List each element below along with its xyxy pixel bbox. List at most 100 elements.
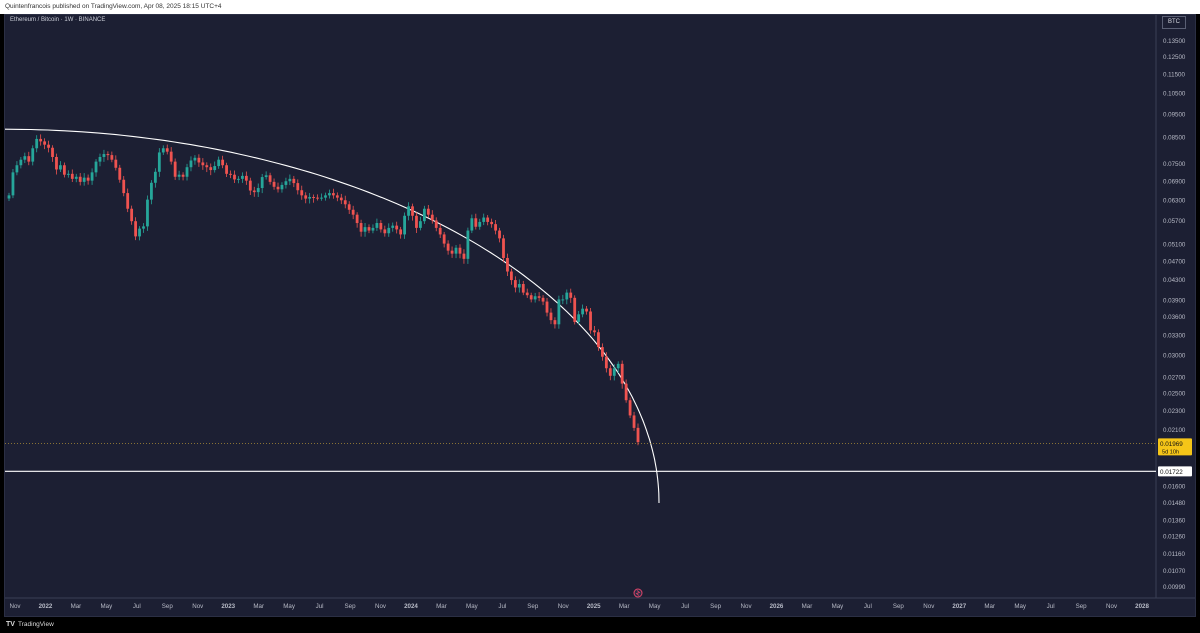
footer-bar: TV TradingView — [0, 617, 1200, 633]
candle-body — [181, 174, 185, 177]
candle-body — [62, 165, 66, 175]
candle-body — [209, 167, 213, 171]
candle-body — [284, 181, 288, 185]
candle-body — [569, 292, 573, 298]
support-price-label-bg — [1158, 466, 1192, 477]
y-tick-label: 0.05100 — [1163, 241, 1186, 248]
x-tick-label: Mar — [71, 603, 82, 610]
y-tick-label: 0.01360 — [1163, 518, 1186, 525]
x-tick-label: May — [101, 603, 114, 610]
symbol-legend[interactable]: Ethereum / Bitcoin · 1W · BINANCE — [10, 17, 106, 23]
current-price-label-bg — [1158, 438, 1192, 456]
candle-body — [335, 195, 339, 198]
y-tick-label: 0.09500 — [1163, 111, 1186, 118]
candle-body — [134, 221, 137, 237]
candle-body — [233, 174, 236, 180]
candle-body — [237, 178, 240, 180]
candle-body — [110, 155, 114, 160]
candle-body — [363, 227, 367, 232]
candle-body — [189, 160, 193, 168]
x-tick-label: Sep — [527, 603, 539, 610]
candle-body — [201, 162, 205, 166]
candle-body — [450, 250, 454, 254]
candle-body — [517, 284, 521, 288]
chart-frame[interactable] — [4, 14, 1196, 617]
candle-body — [142, 226, 145, 229]
candle-body — [502, 238, 505, 258]
candle-body — [470, 218, 474, 231]
candle-body — [593, 330, 596, 333]
candle-body — [74, 176, 78, 179]
candle-body — [403, 215, 406, 235]
candle-body — [585, 308, 588, 312]
publish-info: Quintenfrancois published on TradingView… — [0, 0, 1200, 14]
x-tick-label: Jul — [864, 603, 872, 610]
x-tick-label: May — [832, 603, 845, 610]
candle-body — [347, 204, 351, 210]
y-tick-label: 0.01600 — [1163, 484, 1186, 491]
candle-body — [130, 208, 134, 222]
candle-body — [612, 368, 616, 376]
candle-body — [498, 230, 501, 239]
y-tick-label: 0.10500 — [1163, 91, 1186, 98]
candle-body — [126, 193, 130, 209]
candle-body — [328, 193, 331, 196]
y-tick-label: 0.05700 — [1163, 218, 1186, 225]
x-tick-label: 2024 — [404, 603, 418, 610]
y-tick-label: 0.03300 — [1163, 332, 1186, 339]
candle-body — [474, 218, 478, 227]
candle-body — [229, 173, 232, 175]
candle-body — [264, 175, 268, 178]
candle-body — [486, 217, 490, 222]
candle-body — [411, 206, 414, 216]
candle-body — [31, 148, 35, 162]
candle-body — [122, 179, 126, 194]
tradingview-brand[interactable]: TradingView — [18, 621, 54, 628]
x-tick-label: Mar — [436, 603, 447, 610]
bar-countdown: 5d 10h — [1162, 449, 1179, 455]
candle-body — [525, 292, 529, 296]
candle-body — [260, 177, 264, 189]
candle-body — [549, 312, 553, 321]
candle-body — [636, 427, 640, 443]
candle-body — [177, 174, 181, 177]
x-tick-label: 2023 — [221, 603, 235, 610]
chart-canvas[interactable]: 0.13500 0.12500 0.11500 0.10500 0.09500 0.085… — [0, 0, 1200, 617]
price-axis-currency[interactable]: BTC — [1162, 16, 1186, 29]
lightning-icon — [635, 590, 641, 596]
candle-body — [221, 159, 225, 166]
x-tick-label: May — [466, 603, 479, 610]
y-tick-label: 0.01260 — [1163, 534, 1186, 541]
candle-body — [600, 347, 604, 357]
candle-body — [359, 223, 363, 232]
candle-body — [66, 173, 70, 175]
y-tick-label: 0.02100 — [1163, 427, 1186, 434]
candle-body — [39, 138, 43, 142]
candle-body — [43, 141, 47, 145]
x-tick-label: Jul — [498, 603, 506, 610]
candle-body — [355, 214, 359, 224]
candle-body — [153, 171, 157, 183]
candle-body — [300, 190, 304, 196]
candle-body — [494, 224, 497, 231]
candle-body — [157, 152, 161, 172]
y-tick-label: 0.01480 — [1163, 500, 1186, 507]
x-tick-label: Mar — [802, 603, 813, 610]
candle-body — [541, 297, 545, 302]
candle-body — [597, 332, 600, 348]
x-tick-label: Sep — [345, 603, 357, 610]
tradingview-logo-icon[interactable]: TV — [6, 621, 15, 628]
candle-body — [161, 148, 165, 153]
candle-body — [367, 227, 371, 231]
x-tick-label: Mar — [619, 603, 630, 610]
candle-body — [608, 368, 612, 376]
candle-body — [146, 199, 149, 227]
candle-body — [426, 208, 430, 215]
candle-body — [490, 221, 494, 225]
candle-body — [573, 297, 577, 322]
candle-body — [442, 234, 446, 244]
x-tick-label: Sep — [893, 603, 905, 610]
x-tick-label: Jul — [1047, 603, 1055, 610]
candle-body — [98, 156, 102, 162]
candle-body — [296, 183, 300, 191]
